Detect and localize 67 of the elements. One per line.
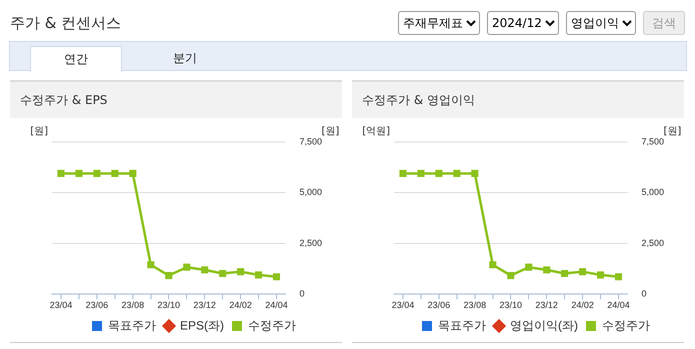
point — [129, 170, 136, 177]
point — [543, 266, 550, 274]
x-tick-label: 23/08 — [122, 300, 144, 310]
text: 영업이익 — [566, 11, 636, 35]
x-tick-label: 23/12 — [535, 300, 558, 310]
point — [272, 273, 280, 280]
legend-label: 수정주가 — [602, 318, 650, 332]
text: 연간 — [30, 46, 122, 72]
point — [579, 268, 586, 276]
point — [561, 270, 568, 278]
chart-title: 수정주가 & EPS — [10, 80, 342, 118]
y2-tick-label: 0 — [299, 288, 304, 299]
legend-label: 영업이익(좌) — [510, 318, 578, 332]
legend-label: 목표주가 — [438, 318, 486, 332]
x-tick-label: 23/08 — [464, 300, 486, 310]
x-tick-label: 24/04 — [607, 300, 630, 310]
y2-tick-label: 2,500 — [641, 238, 664, 248]
point — [183, 264, 190, 271]
point — [614, 273, 622, 280]
point — [255, 271, 262, 278]
x-tick-label: 24/02 — [229, 300, 252, 310]
x-tick-label: 24/04 — [265, 300, 288, 310]
point — [201, 266, 208, 274]
y2-tick-label: 0 — [641, 288, 646, 299]
y2-tick-label: 5,000 — [299, 187, 322, 198]
y2-axis-title: [원] — [321, 126, 340, 137]
legend-label: EPS(좌) — [180, 318, 224, 332]
point — [165, 272, 172, 280]
y-axis-title: [원] — [30, 126, 48, 137]
point — [75, 170, 82, 177]
point — [237, 268, 244, 276]
text: 주재무제표 — [398, 11, 480, 35]
point — [417, 170, 424, 177]
x-tick-label: 23/10 — [499, 300, 522, 310]
point — [399, 170, 407, 177]
point — [219, 270, 226, 278]
x-tick-label: 23/10 — [157, 300, 180, 310]
y2-tick-label: 2,500 — [299, 238, 322, 248]
x-tick-label: 23/04 — [50, 300, 72, 310]
y2-tick-label: 7,500 — [641, 136, 664, 146]
y2-axis-title: [원] — [663, 126, 682, 137]
point — [435, 170, 442, 177]
point — [57, 170, 65, 177]
legend-label: 수정주가 — [248, 318, 296, 332]
point — [525, 264, 532, 271]
y-axis-title: [억원] — [362, 126, 390, 137]
y2-tick-label: 5,000 — [641, 187, 664, 198]
point — [111, 170, 118, 177]
text: 2024/12 — [487, 11, 559, 35]
x-tick-label: 23/12 — [193, 300, 216, 310]
point — [507, 272, 514, 280]
legend-label: 목표주가 — [108, 318, 156, 332]
x-tick-label: 23/06 — [428, 300, 450, 310]
x-tick-label: 23/06 — [86, 300, 108, 310]
text: 분기 — [172, 50, 198, 67]
x-tick-label: 23/04 — [392, 300, 414, 310]
point — [471, 170, 478, 177]
chart-title: 수정주가 & 영업이익 — [352, 80, 684, 118]
text: 검색 — [643, 11, 685, 35]
text: 주가 & 컨센서스 — [10, 14, 122, 33]
point — [489, 261, 496, 268]
x-tick-label: 24/02 — [571, 300, 594, 310]
point — [147, 261, 154, 268]
point — [453, 170, 460, 177]
y2-tick-label: 7,500 — [299, 136, 322, 146]
point — [93, 170, 100, 177]
point — [597, 271, 604, 278]
